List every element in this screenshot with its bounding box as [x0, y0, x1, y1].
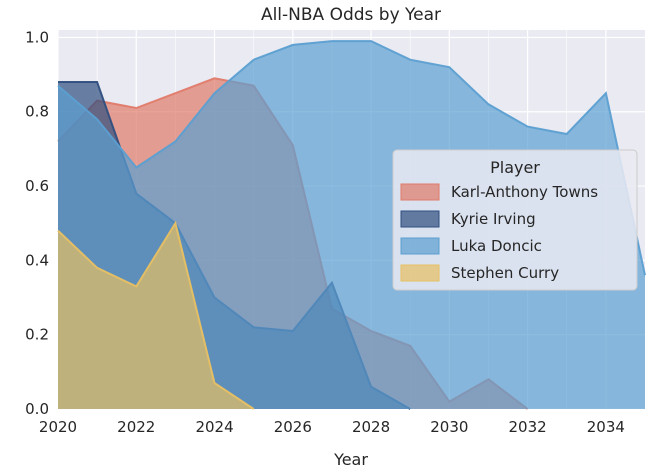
y-tick-label: 1.0: [25, 28, 49, 46]
legend-title: Player: [490, 158, 540, 177]
x-tick-label: 2026: [274, 418, 312, 436]
x-tick-label: 2024: [195, 418, 233, 436]
x-tick-label: 2028: [352, 418, 390, 436]
line-luka-doncic: [57, 40, 646, 276]
legend: Player Karl-Anthony Towns Kyrie Irving Luk…: [392, 149, 638, 291]
x-tick-label: 2020: [39, 418, 77, 436]
line-stephen-curry: [57, 220, 255, 410]
x-tick-label: 2022: [117, 418, 155, 436]
x-axis-title: Year: [333, 450, 368, 469]
y-tick-label: 0.0: [25, 400, 49, 418]
axes: 2020 2022 2024 2026 2028 2030 2032 2034 0.0 0.2 0.…: [25, 28, 625, 436]
legend-swatch: [400, 264, 440, 282]
area-stephen-curry: [58, 223, 254, 409]
y-tick-label: 0.4: [25, 251, 49, 269]
legend-swatch: [400, 210, 440, 228]
legend-label: Kyrie Irving: [451, 210, 536, 228]
legend-label: Luka Doncic: [451, 237, 542, 255]
legend-swatch: [400, 183, 440, 201]
area-luka-doncic: [58, 41, 645, 409]
x-tick-label: 2032: [509, 418, 547, 436]
y-tick-label: 0.6: [25, 177, 49, 195]
legend-label: Karl-Anthony Towns: [451, 183, 598, 201]
legend-box: [392, 149, 638, 291]
legend-label: Stephen Curry: [451, 264, 559, 282]
x-tick-label: 2030: [430, 418, 468, 436]
legend-swatch: [400, 237, 440, 255]
series-areas: [57, 40, 646, 410]
y-tick-label: 0.8: [25, 103, 49, 121]
x-tick-label: 2034: [587, 418, 625, 436]
y-tick-label: 0.2: [25, 326, 49, 344]
chart-title: All-NBA Odds by Year: [261, 5, 441, 25]
